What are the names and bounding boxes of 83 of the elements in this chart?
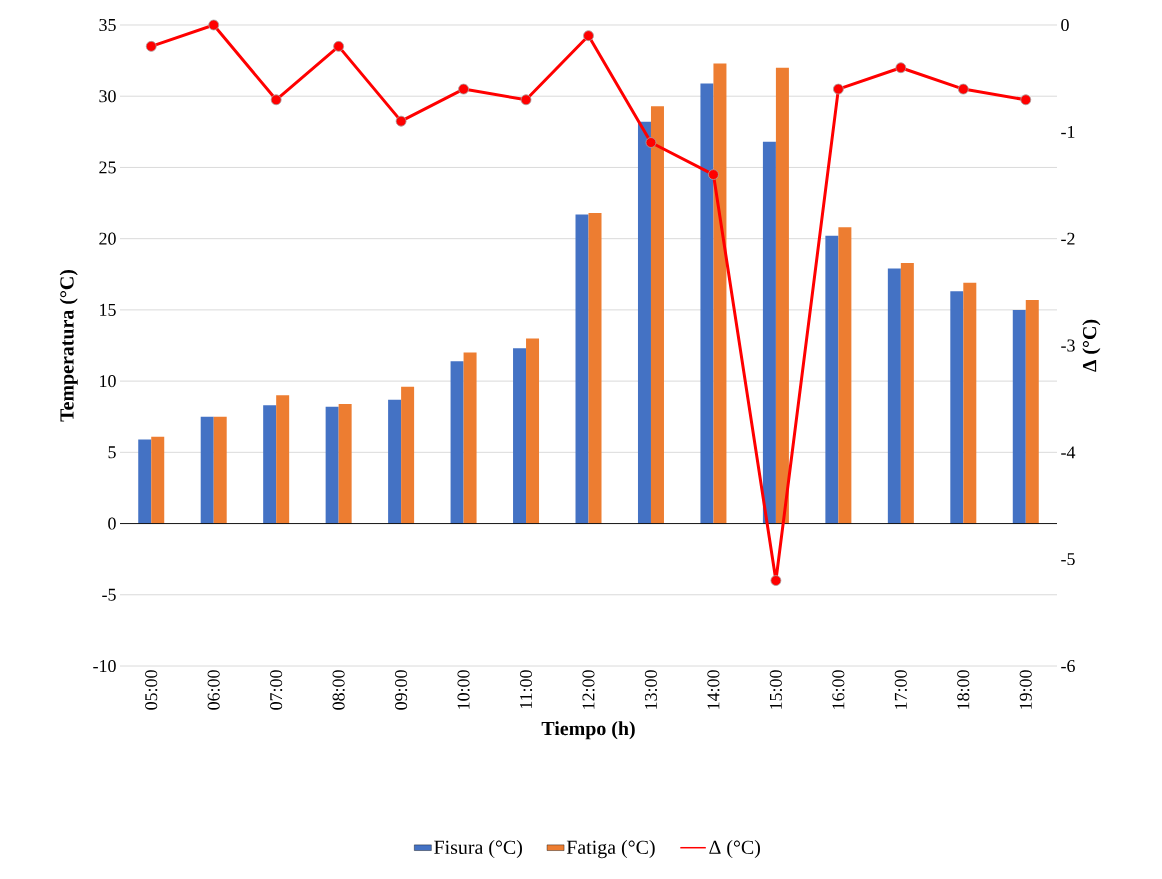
y-tick-label: 30	[99, 90, 116, 103]
x-tick-label: 11:00	[519, 670, 533, 709]
x-tick-label: 16:00	[832, 670, 845, 709]
bar	[138, 439, 152, 524]
bar	[900, 262, 914, 524]
point	[270, 94, 282, 106]
x-tick-label: 07:00	[270, 670, 283, 710]
bar	[588, 213, 602, 524]
y-tick-label: -10	[93, 659, 116, 673]
point	[583, 30, 594, 42]
x-tick-label: 15:00	[769, 670, 782, 709]
bar	[513, 348, 527, 524]
bar	[338, 403, 352, 524]
x-tick-label: 13:00	[644, 670, 658, 709]
x-axis-title: Tiempo (h)	[541, 721, 635, 740]
bar	[887, 268, 901, 524]
point	[957, 83, 969, 95]
y2-tick-label: -6	[1061, 659, 1075, 673]
y2-tick-label: -4	[1061, 446, 1076, 459]
bar	[963, 282, 977, 524]
bar	[388, 399, 402, 524]
y2-tick-label: -1	[1061, 125, 1075, 138]
point	[208, 19, 220, 31]
point	[1020, 94, 1032, 106]
y2-tick-label: 0	[1061, 18, 1069, 32]
point	[145, 40, 157, 52]
bar	[825, 235, 839, 524]
x-tick-label: 14:00	[707, 670, 720, 709]
bar	[762, 141, 776, 524]
point	[333, 40, 345, 52]
bar	[463, 352, 477, 524]
y2-axis-title: Δ (°C)	[1082, 319, 1101, 372]
point	[520, 94, 532, 106]
bar	[200, 416, 214, 524]
bar	[650, 106, 664, 524]
y2-tick-label: -5	[1061, 553, 1075, 566]
x-tick-label: 08:00	[332, 670, 345, 710]
bar	[775, 67, 789, 524]
x-tick-label: 18:00	[957, 670, 970, 709]
y-tick-label: 0	[108, 517, 116, 530]
y2-tick-label: -2	[1061, 232, 1075, 245]
x-tick-label: 10:00	[457, 670, 470, 709]
legend-label: Fatiga (°C)	[566, 840, 655, 859]
bar	[713, 63, 727, 524]
bar	[950, 291, 964, 524]
x-tick-label: 19:00	[1019, 670, 1032, 709]
point	[645, 137, 657, 148]
bar	[276, 395, 290, 524]
y-tick-label: 20	[99, 232, 116, 245]
bar	[1012, 309, 1026, 524]
point	[395, 115, 407, 127]
point	[895, 62, 907, 74]
y-tick-label: 35	[99, 18, 116, 32]
bar	[213, 416, 227, 524]
bar	[325, 406, 339, 524]
point	[770, 575, 782, 586]
bar	[526, 338, 540, 524]
y-tick-label: 15	[100, 303, 116, 316]
bar	[838, 227, 852, 524]
bar	[263, 405, 277, 524]
y2-tick-label: -3	[1061, 339, 1075, 352]
x-tick-label: 05:00	[145, 670, 158, 710]
point	[458, 83, 469, 95]
bar	[575, 214, 589, 524]
legend-label: Δ (°C)	[709, 840, 760, 859]
legend-label: Fisura (°C)	[434, 840, 522, 859]
y-axis-title: Temperatura (°C)	[59, 269, 78, 422]
y-tick-label: 10	[100, 375, 116, 388]
x-tick-label: 17:00	[894, 670, 907, 709]
bar	[637, 121, 651, 524]
y-tick-label: 25	[99, 161, 116, 174]
point	[832, 83, 844, 95]
bar	[401, 386, 415, 524]
x-tick-label: 12:00	[582, 670, 595, 709]
bar	[1025, 299, 1039, 524]
bar	[450, 361, 464, 524]
bar	[151, 436, 165, 524]
y-tick-label: 5	[108, 446, 116, 459]
x-tick-label: 09:00	[395, 670, 408, 710]
bar	[700, 83, 714, 524]
y-tick-label: -5	[102, 588, 116, 601]
x-tick-label: 06:00	[207, 670, 220, 710]
point	[708, 169, 719, 180]
